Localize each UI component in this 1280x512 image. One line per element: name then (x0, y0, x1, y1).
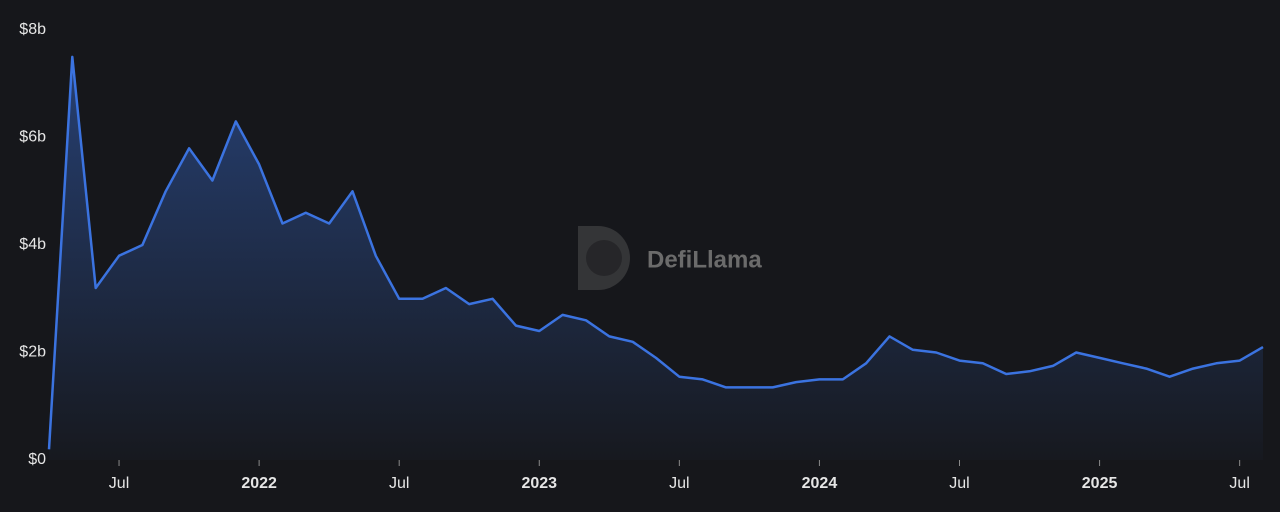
x-tick-label: Jul (949, 475, 969, 492)
x-tick-label: Jul (669, 475, 689, 492)
x-tick-label: Jul (1229, 475, 1249, 492)
x-tick-label: 2024 (802, 475, 838, 492)
x-tick-label: Jul (389, 475, 409, 492)
watermark-logo (578, 226, 630, 290)
area-fill (49, 56, 1263, 461)
x-tick-label: Jul (109, 475, 129, 492)
watermark: DefiLlama (647, 246, 762, 273)
line (47, 55, 1264, 450)
x-tick-label: 2023 (521, 475, 557, 492)
y-tick-label: $4b (19, 236, 46, 253)
y-tick-label: $8b (19, 21, 46, 38)
x-tick-label: 2025 (1082, 475, 1118, 492)
y-tick-label: $6b (19, 129, 46, 146)
x-tick-label: 2022 (241, 475, 277, 492)
y-tick-label: $2b (19, 344, 46, 361)
y-tick-label: $0 (28, 451, 46, 468)
